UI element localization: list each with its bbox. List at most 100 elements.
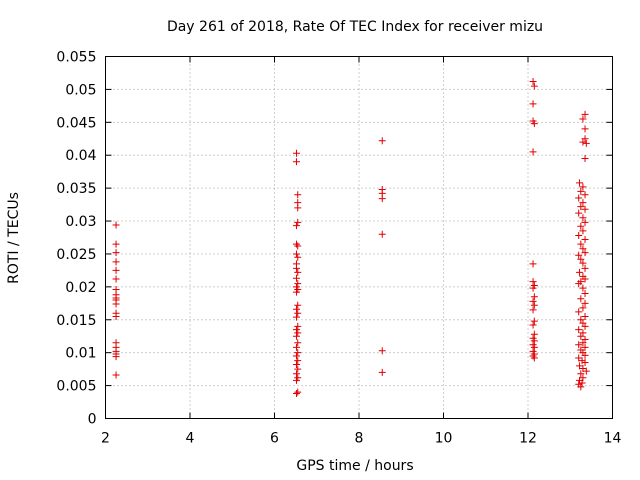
x-tick-labels: 2 4 6 8 10 12 14 — [101, 431, 621, 447]
data-point — [112, 249, 120, 257]
data-point — [378, 347, 386, 355]
data-point — [292, 332, 300, 340]
data-point — [530, 343, 538, 351]
chart-title: Day 261 of 2018, Rate Of TEC Index for r… — [167, 19, 543, 35]
data-point — [112, 353, 120, 361]
data-point — [575, 326, 583, 334]
data-point — [575, 251, 583, 259]
data-point — [294, 268, 302, 276]
data-point — [581, 289, 589, 297]
data-point — [575, 308, 583, 316]
data-point — [112, 300, 120, 308]
data-point — [576, 179, 584, 187]
data-point — [294, 349, 302, 357]
data-points — [112, 78, 590, 397]
data-point — [579, 115, 587, 123]
data-point — [292, 376, 300, 384]
grid — [105, 56, 613, 419]
data-point — [292, 361, 300, 369]
data-point — [577, 222, 585, 230]
data-point — [579, 214, 587, 222]
data-point — [581, 264, 589, 272]
data-point — [581, 322, 589, 330]
data-point — [112, 371, 120, 379]
data-point — [581, 191, 589, 199]
data-point — [575, 232, 583, 240]
data-point — [581, 205, 589, 213]
data-point — [529, 278, 537, 286]
data-point — [581, 218, 589, 226]
data-point — [529, 321, 537, 329]
data-point — [292, 250, 300, 258]
data-point — [581, 125, 589, 133]
y-tick-labels: 0 0.005 0.01 0.015 0.02 0.025 0.03 0.035 0.04 0.0… — [56, 50, 96, 428]
data-point — [294, 280, 302, 288]
data-point — [530, 293, 538, 301]
data-point — [577, 295, 585, 303]
data-point — [529, 306, 537, 314]
data-point — [292, 222, 300, 230]
x-tick-label: 2 — [101, 431, 110, 447]
y-tick-label: 0.005 — [56, 379, 96, 395]
data-point — [577, 240, 585, 248]
data-point — [292, 389, 300, 397]
data-point — [529, 297, 537, 305]
data-point — [579, 304, 587, 312]
data-point — [294, 301, 302, 309]
data-point — [575, 280, 583, 288]
data-point — [529, 78, 537, 86]
y-tick-label: 0.02 — [65, 280, 96, 296]
data-point — [294, 191, 302, 199]
data-point — [294, 339, 302, 347]
data-point — [575, 341, 583, 349]
data-point — [576, 268, 584, 276]
y-axis-label: ROTI / TECUs — [6, 192, 22, 284]
data-point — [579, 259, 587, 267]
data-point — [292, 343, 300, 351]
data-point — [294, 322, 302, 330]
data-point — [579, 199, 587, 207]
y-tick-label: 0.05 — [65, 82, 96, 98]
data-point — [294, 388, 302, 396]
data-point — [292, 149, 300, 157]
data-point — [294, 329, 302, 337]
data-point — [292, 158, 300, 166]
data-point — [582, 367, 590, 375]
data-point — [581, 235, 589, 243]
data-point — [577, 203, 585, 211]
data-point — [378, 195, 386, 203]
data-point — [579, 227, 587, 235]
data-point — [577, 370, 585, 378]
data-point — [577, 187, 585, 195]
data-point — [530, 354, 538, 362]
data-point — [575, 194, 583, 202]
data-point — [112, 275, 120, 283]
data-point — [581, 155, 589, 163]
data-point — [112, 266, 120, 274]
data-point — [294, 242, 302, 250]
data-point — [529, 100, 537, 108]
data-point — [579, 245, 587, 253]
plot-frame — [105, 56, 613, 419]
data-point — [581, 110, 589, 118]
data-point — [294, 357, 302, 365]
data-point — [577, 332, 585, 340]
data-point — [292, 288, 300, 296]
data-point — [578, 379, 586, 387]
data-point — [294, 309, 302, 317]
data-point — [292, 274, 300, 282]
data-point — [579, 339, 587, 347]
data-point — [581, 299, 589, 307]
data-point — [378, 230, 386, 238]
data-point — [530, 120, 538, 128]
data-point — [529, 148, 537, 156]
x-tick-label: 12 — [519, 431, 537, 447]
data-point — [294, 204, 302, 212]
data-point — [112, 221, 120, 229]
data-point — [581, 351, 589, 359]
data-point — [581, 249, 589, 257]
data-point — [529, 260, 537, 268]
axis-ticks — [105, 56, 613, 419]
data-point — [292, 313, 300, 321]
